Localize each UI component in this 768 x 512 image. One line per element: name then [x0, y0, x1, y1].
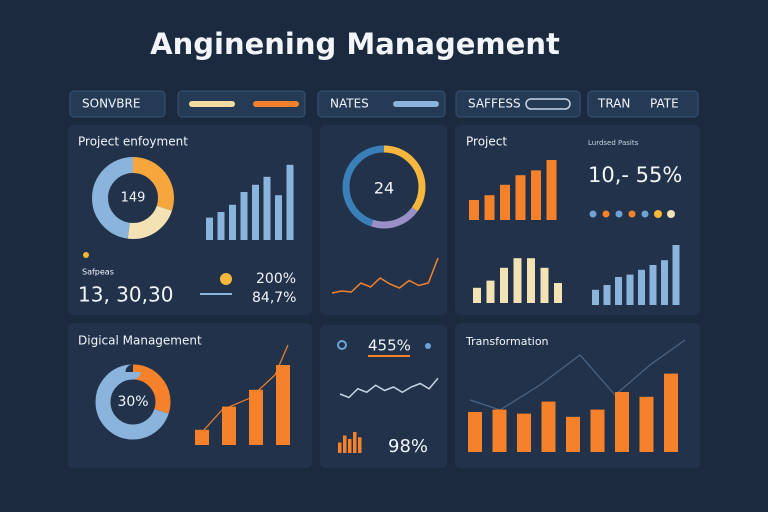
donut-segment	[92, 157, 174, 239]
tab[interactable]	[317, 90, 446, 118]
bar	[639, 396, 654, 452]
bar	[546, 160, 557, 220]
tab[interactable]	[69, 90, 166, 118]
bar	[500, 267, 508, 303]
bar	[517, 413, 531, 452]
tab-label: TRAN	[597, 97, 630, 111]
bar	[484, 195, 495, 220]
bar	[603, 285, 611, 305]
dots	[589, 210, 675, 218]
bar	[468, 412, 482, 452]
bar	[222, 406, 236, 445]
tab-label: NATES	[330, 97, 369, 111]
bar	[353, 432, 357, 453]
icon	[220, 273, 232, 285]
bar	[513, 258, 522, 303]
donut-label: 149	[121, 191, 146, 206]
donut-label: 24	[374, 179, 394, 198]
toolbar: SONVBRE NATES SAFFESS TRAN PATE	[69, 90, 699, 118]
icon	[425, 343, 431, 349]
caption: Lurdsed Pasits	[588, 139, 639, 147]
bar	[672, 245, 680, 305]
panel	[320, 125, 447, 315]
title: Anginening Management	[150, 27, 560, 61]
tab-label: PATE	[650, 97, 679, 111]
stat: 13, 30,30	[78, 283, 173, 307]
bar	[358, 437, 362, 453]
stat: 98%	[388, 436, 428, 457]
tab[interactable]	[455, 90, 581, 118]
bar	[206, 217, 213, 240]
bar	[615, 392, 629, 452]
line	[331, 257, 439, 294]
bar	[286, 164, 294, 240]
bar	[492, 409, 507, 452]
bar	[469, 200, 479, 220]
bar	[195, 429, 209, 445]
bar	[275, 195, 282, 240]
panel-title: Transformation	[465, 335, 549, 348]
donut-label: 30%	[117, 394, 148, 410]
bar	[229, 204, 236, 240]
bar	[540, 267, 549, 303]
icon	[337, 340, 347, 350]
bar	[592, 289, 599, 305]
donut-segment	[342, 145, 426, 229]
bar	[626, 274, 634, 305]
bar	[590, 409, 605, 452]
stat: 84,7%	[252, 290, 296, 306]
bar	[615, 277, 622, 305]
bar	[348, 439, 352, 453]
bar	[252, 184, 259, 240]
bar	[527, 258, 535, 303]
donut-segment	[342, 145, 426, 229]
bar	[276, 365, 290, 445]
panel-title: Project enfoyment	[78, 135, 188, 149]
stat: 455%	[368, 337, 411, 355]
indicator	[525, 98, 571, 110]
bar	[638, 269, 645, 305]
panel	[320, 325, 447, 468]
bar	[486, 280, 495, 303]
tab[interactable]	[177, 90, 306, 118]
bar	[217, 212, 225, 240]
bar	[515, 175, 526, 220]
trend	[194, 344, 289, 441]
bar	[343, 435, 347, 453]
stat: 10,- 55%	[588, 163, 682, 187]
donut-segment	[95, 364, 171, 440]
bar	[473, 287, 481, 303]
tab-label: SAFFESS	[468, 97, 521, 111]
tab-label: SONVBRE	[82, 97, 140, 111]
bar	[249, 389, 263, 445]
bar	[541, 401, 556, 452]
bar	[661, 260, 668, 305]
bar	[649, 265, 657, 305]
bar	[566, 416, 580, 452]
donut-segment	[92, 157, 174, 239]
bar	[263, 176, 271, 240]
line	[339, 377, 439, 399]
panel-title: Digical Management	[78, 334, 202, 348]
legend-dot	[83, 252, 89, 258]
stat: 200%	[256, 271, 296, 287]
panel	[455, 323, 700, 468]
bar	[664, 373, 678, 452]
bar	[531, 170, 541, 220]
bar	[338, 442, 342, 453]
bar	[554, 283, 562, 303]
tab[interactable]	[587, 90, 699, 118]
bar	[500, 184, 510, 220]
bar	[240, 192, 248, 240]
caption: Safpeas	[82, 268, 114, 277]
panel-title: Project	[466, 135, 507, 149]
